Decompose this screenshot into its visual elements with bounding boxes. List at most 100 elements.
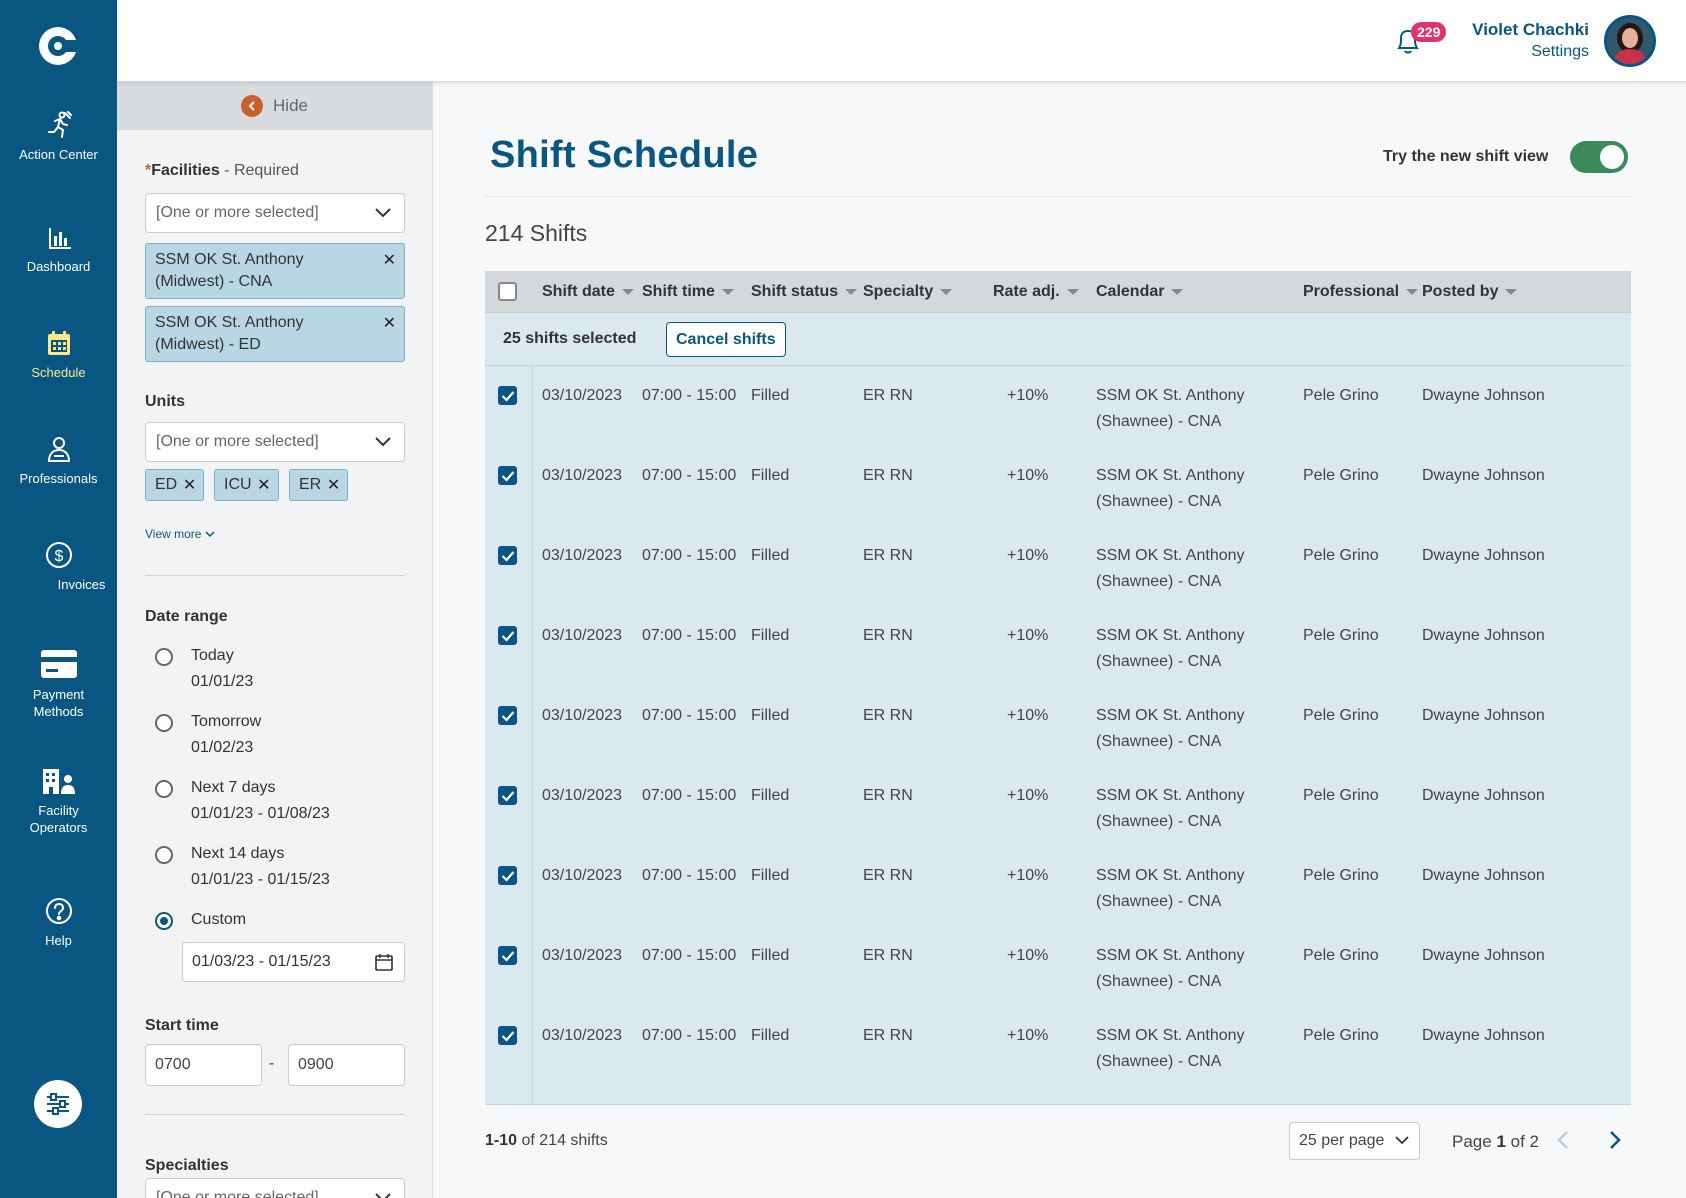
new-view-toggle[interactable]	[1570, 141, 1628, 173]
running-person-icon	[47, 111, 72, 138]
nav-item-dashboard[interactable]: Dashboard	[0, 222, 117, 275]
row-checkbox[interactable]	[498, 706, 517, 725]
page-title: Shift Schedule	[490, 134, 759, 176]
nav-item-action-center[interactable]: Action Center	[0, 110, 117, 163]
cell-professional: Pele Grino	[1303, 467, 1379, 484]
radio-button[interactable]	[155, 846, 173, 864]
column-header-calendar[interactable]: Calendar	[1096, 283, 1184, 301]
radio-button[interactable]	[155, 780, 173, 798]
close-icon[interactable]: ✕	[382, 315, 396, 332]
cell-date: 03/10/2023	[542, 387, 623, 404]
table-row[interactable]: 03/10/2023 07:00 - 15:00 Filled ER RN +10% SS…	[485, 846, 1631, 926]
date-range-label: Date range	[145, 608, 228, 625]
radio-label: Tomorrow	[191, 713, 262, 730]
cell-calendar: SSM OK St. Anthony (Shawnee) - CNA	[1096, 943, 1245, 995]
avatar-image	[1607, 18, 1653, 64]
column-header-specialty[interactable]: Specialty	[863, 283, 953, 301]
close-icon[interactable]: ✕	[182, 477, 197, 494]
cell-date: 03/10/2023	[542, 467, 623, 484]
row-checkbox[interactable]	[498, 546, 517, 565]
row-checkbox[interactable]	[498, 1026, 517, 1045]
nav-item-schedule[interactable]: Schedule	[0, 328, 117, 381]
nav-item-help[interactable]: Help	[0, 896, 117, 949]
filter-settings-button[interactable]	[34, 1080, 82, 1128]
time-range-separator: -	[269, 1055, 275, 1072]
cell-posted-by: Dwayne Johnson	[1422, 707, 1545, 724]
cell-specialty: ER RN	[863, 1027, 913, 1044]
chevron-down-icon	[375, 437, 391, 447]
nav-item-facility-operators[interactable]: Facility Operators	[0, 766, 117, 836]
view-more-label: View more	[145, 527, 202, 541]
table-row[interactable]: 03/10/2023 07:00 - 15:00 Filled ER RN +10% SS…	[485, 766, 1631, 846]
facility-chip: SSM OK St. Anthony (Midwest) - CNA ✕	[145, 243, 405, 299]
calendar-line: SSM OK St. Anthony	[1096, 867, 1245, 884]
units-select[interactable]: [One or more selected]	[145, 422, 405, 462]
start-time-to-input[interactable]: 0900	[288, 1044, 405, 1086]
nav-item-invoices[interactable]: $ Invoices	[0, 540, 117, 593]
nav-label: Dashboard	[26, 259, 91, 274]
user-name: Violet Chachki	[1472, 20, 1589, 39]
table-row[interactable]: 03/10/2023 07:00 - 15:00 Filled ER RN +10% SS…	[485, 686, 1631, 766]
column-header-shift-date[interactable]: Shift date	[542, 283, 634, 301]
radio-button[interactable]	[155, 648, 173, 666]
settings-link[interactable]: Settings	[1531, 43, 1589, 60]
calendar-line: (Shawnee) - CNA	[1096, 573, 1222, 590]
unit-chip: ED ✕	[145, 469, 205, 501]
specialties-select[interactable]: [One or more selected]	[145, 1178, 405, 1198]
hide-filters-button[interactable]: Hide	[117, 82, 432, 130]
cell-date: 03/10/2023	[542, 1027, 623, 1044]
chevron-left-icon[interactable]	[1553, 1128, 1573, 1152]
nav-label: Facility	[38, 803, 79, 818]
nav-item-professionals[interactable]: Professionals	[0, 434, 117, 487]
cell-time: 07:00 - 15:00	[642, 787, 737, 804]
radio-button[interactable]	[155, 714, 173, 732]
custom-date-range-input[interactable]: 01/03/23 - 01/15/23	[182, 942, 405, 982]
app-logo-icon[interactable]	[34, 22, 82, 70]
table-row[interactable]: 03/10/2023 07:00 - 15:00 Filled ER RN +10% SS…	[485, 526, 1631, 606]
column-header-label: Shift time	[642, 283, 715, 300]
table-row[interactable]: 03/10/2023 07:00 - 15:00 Filled ER RN +10% SS…	[485, 366, 1631, 446]
bell-icon[interactable]	[1391, 24, 1425, 58]
close-icon[interactable]: ✕	[257, 477, 271, 494]
row-checkbox[interactable]	[498, 386, 517, 405]
row-checkbox[interactable]	[498, 946, 517, 965]
radio-button[interactable]	[155, 912, 173, 930]
column-header-posted-by[interactable]: Posted by	[1422, 283, 1518, 301]
row-checkbox[interactable]	[498, 466, 517, 485]
table-row[interactable]: 03/10/2023 07:00 - 15:00 Filled ER RN +10% SS…	[485, 606, 1631, 686]
calendar-line: (Shawnee) - CNA	[1096, 973, 1222, 990]
check-icon	[501, 871, 515, 882]
table-row[interactable]: 03/10/2023 07:00 - 15:00 Filled ER RN +10% SS…	[485, 446, 1631, 526]
cell-calendar: SSM OK St. Anthony (Shawnee) - CNA	[1096, 463, 1245, 515]
table-row[interactable]: 03/10/2023 07:00 - 15:00 Filled ER RN +10% SS…	[485, 1006, 1631, 1086]
column-header-professional[interactable]: Professional	[1303, 283, 1419, 301]
start-time-from-input[interactable]: 0700	[145, 1044, 262, 1086]
facilities-select[interactable]: [One or more selected]	[145, 193, 405, 233]
row-checkbox[interactable]	[498, 786, 517, 805]
column-header-label: Specialty	[863, 283, 934, 300]
per-page-select[interactable]: 25 per page	[1289, 1122, 1420, 1160]
column-header-rate-adj[interactable]: Rate adj.	[993, 283, 1079, 301]
cell-status: Filled	[751, 547, 790, 564]
avatar[interactable]	[1604, 15, 1656, 67]
cancel-shifts-button[interactable]: Cancel shifts	[666, 322, 786, 357]
calendar-icon[interactable]	[374, 952, 394, 972]
column-header-shift-status[interactable]: Shift status	[751, 283, 858, 301]
column-header-shift-time[interactable]: Shift time	[642, 283, 734, 301]
close-icon[interactable]: ✕	[326, 477, 341, 494]
row-checkbox[interactable]	[498, 626, 517, 645]
toggle-knob	[1600, 145, 1624, 169]
close-icon[interactable]: ✕	[382, 252, 396, 269]
calendar-line: SSM OK St. Anthony	[1096, 947, 1245, 964]
units-label: Units	[145, 393, 185, 410]
view-more-link[interactable]: View more	[145, 527, 215, 541]
chevron-right-icon[interactable]	[1605, 1128, 1625, 1152]
select-all-checkbox[interactable]	[498, 282, 517, 301]
row-checkbox[interactable]	[498, 866, 517, 885]
nav-item-payment-methods[interactable]: Payment Methods	[0, 648, 117, 720]
cell-professional: Pele Grino	[1303, 547, 1379, 564]
sort-caret-icon	[1171, 288, 1184, 295]
selected-count: 25 shifts selected	[503, 330, 637, 347]
sort-caret-icon	[721, 288, 734, 295]
table-row[interactable]: 03/10/2023 07:00 - 15:00 Filled ER RN +10% SS…	[485, 926, 1631, 1006]
